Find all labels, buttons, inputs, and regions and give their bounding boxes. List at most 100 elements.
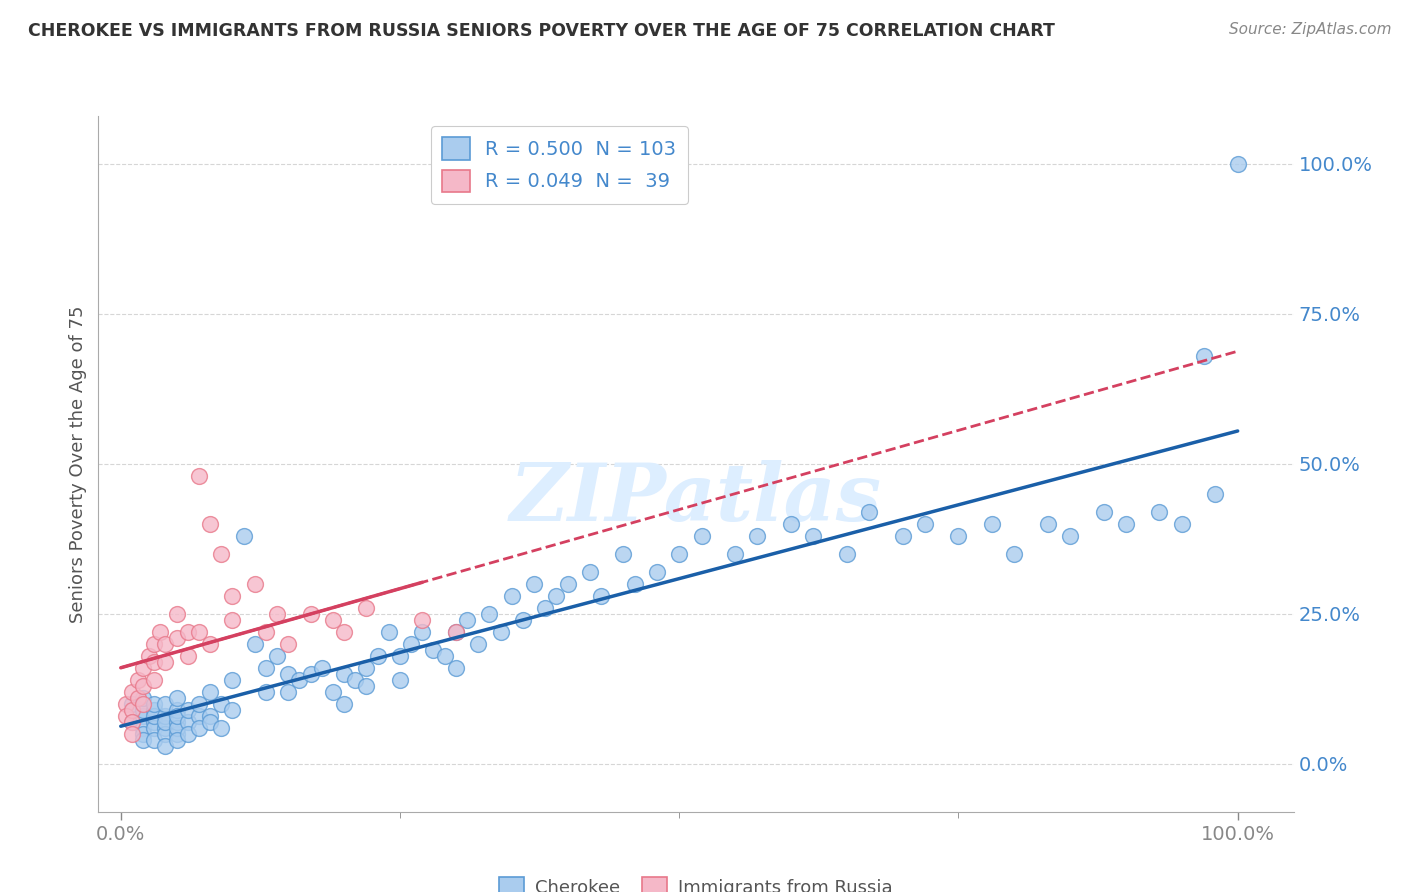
Point	[121, 685, 143, 699]
Point	[388, 673, 411, 687]
Point	[411, 613, 433, 627]
Point	[589, 589, 612, 603]
Point	[835, 547, 858, 561]
Point	[801, 529, 824, 543]
Point	[221, 673, 243, 687]
Point	[166, 607, 188, 621]
Point	[221, 703, 243, 717]
Point	[132, 727, 155, 741]
Point	[356, 679, 378, 693]
Point	[155, 637, 177, 651]
Text: Source: ZipAtlas.com: Source: ZipAtlas.com	[1229, 22, 1392, 37]
Point	[232, 529, 254, 543]
Point	[1059, 529, 1081, 543]
Point	[121, 703, 143, 717]
Point	[132, 703, 155, 717]
Point	[187, 697, 209, 711]
Point	[138, 648, 160, 663]
Point	[690, 529, 713, 543]
Point	[1171, 516, 1194, 531]
Point	[489, 624, 512, 639]
Point	[668, 547, 690, 561]
Point	[1149, 505, 1171, 519]
Point	[433, 648, 456, 663]
Point	[155, 655, 177, 669]
Point	[143, 732, 166, 747]
Point	[367, 648, 389, 663]
Point	[121, 714, 143, 729]
Point	[155, 727, 177, 741]
Point	[254, 685, 277, 699]
Point	[266, 607, 288, 621]
Point	[311, 661, 333, 675]
Point	[478, 607, 501, 621]
Point	[1226, 157, 1249, 171]
Y-axis label: Seniors Poverty Over the Age of 75: Seniors Poverty Over the Age of 75	[69, 305, 87, 623]
Point	[422, 642, 444, 657]
Point	[456, 613, 478, 627]
Point	[914, 516, 936, 531]
Point	[356, 600, 378, 615]
Point	[121, 727, 143, 741]
Point	[512, 613, 534, 627]
Point	[143, 655, 166, 669]
Point	[333, 697, 356, 711]
Point	[411, 624, 433, 639]
Point	[254, 624, 277, 639]
Point	[143, 637, 166, 651]
Point	[187, 468, 209, 483]
Point	[981, 516, 1004, 531]
Text: CHEROKEE VS IMMIGRANTS FROM RUSSIA SENIORS POVERTY OVER THE AGE OF 75 CORRELATIO: CHEROKEE VS IMMIGRANTS FROM RUSSIA SENIO…	[28, 22, 1054, 40]
Point	[198, 637, 221, 651]
Point	[198, 685, 221, 699]
Point	[132, 708, 155, 723]
Point	[623, 576, 645, 591]
Point	[132, 661, 155, 675]
Point	[198, 516, 221, 531]
Point	[177, 648, 200, 663]
Point	[166, 708, 188, 723]
Point	[1036, 516, 1059, 531]
Point	[221, 589, 243, 603]
Point	[444, 624, 467, 639]
Point	[1115, 516, 1137, 531]
Point	[1192, 349, 1215, 363]
Point	[115, 708, 138, 723]
Point	[277, 685, 299, 699]
Point	[344, 673, 367, 687]
Point	[1092, 505, 1115, 519]
Point	[209, 721, 232, 735]
Point	[127, 673, 149, 687]
Point	[155, 714, 177, 729]
Point	[467, 637, 489, 651]
Point	[143, 703, 166, 717]
Point	[155, 697, 177, 711]
Point	[299, 666, 322, 681]
Point	[166, 714, 188, 729]
Point	[254, 661, 277, 675]
Point	[277, 666, 299, 681]
Point	[121, 697, 143, 711]
Point	[724, 547, 747, 561]
Point	[187, 708, 209, 723]
Point	[858, 505, 880, 519]
Point	[612, 547, 634, 561]
Point	[534, 600, 557, 615]
Point	[149, 624, 172, 639]
Point	[187, 721, 209, 735]
Text: ZIPatlas: ZIPatlas	[510, 460, 882, 537]
Point	[143, 673, 166, 687]
Point	[243, 637, 266, 651]
Point	[187, 624, 209, 639]
Point	[143, 714, 166, 729]
Point	[155, 708, 177, 723]
Point	[177, 727, 200, 741]
Point	[121, 714, 143, 729]
Point	[132, 697, 155, 711]
Point	[388, 648, 411, 663]
Point	[356, 661, 378, 675]
Point	[155, 739, 177, 753]
Point	[523, 576, 546, 591]
Legend: Cherokee, Immigrants from Russia: Cherokee, Immigrants from Russia	[492, 870, 900, 892]
Point	[333, 666, 356, 681]
